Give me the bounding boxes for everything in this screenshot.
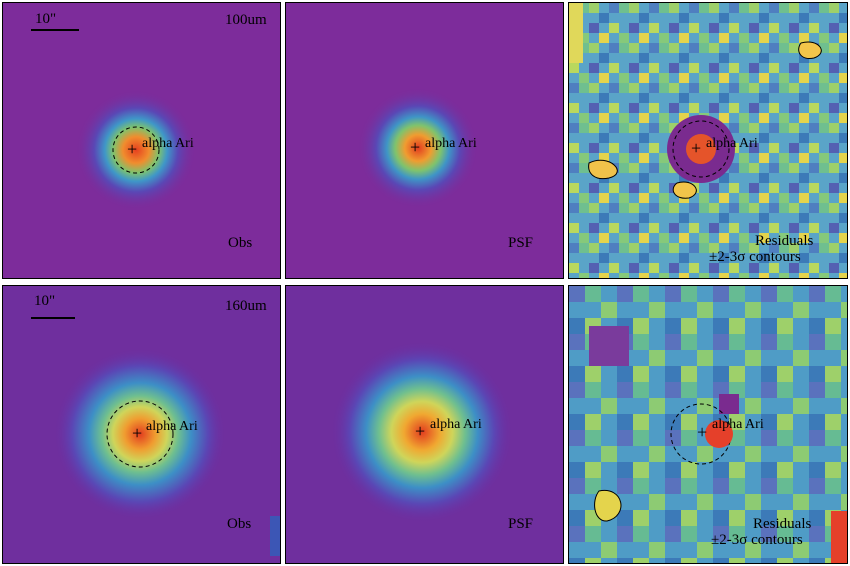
panel-100um-residuals: + alpha Ari Residuals ±2-3σ contours [568,2,848,279]
star-marker: + [697,422,708,442]
image-160um-observed [3,286,280,563]
star-label: alpha Ari [712,417,764,432]
band-label: 100um [225,12,267,28]
scale-bar [31,317,75,319]
image-100um-residuals [569,3,847,278]
star-label: alpha Ari [425,136,477,151]
star-marker: + [691,138,702,158]
star-marker: + [127,139,138,159]
panel-160um-residuals: + alpha Ari Residuals ±2-3σ contours [568,285,848,564]
panel-100um-psf: + alpha Ari PSF [285,2,564,279]
panel-100um-observed: 10" 100um + alpha Ari Obs [2,2,281,279]
image-160um-residuals [569,286,847,563]
panel-caption: Obs [228,235,253,251]
panel-caption: PSF [508,516,534,532]
image-160um-psf [286,286,563,563]
image-100um-observed [3,3,280,278]
star-label: alpha Ari [430,417,482,432]
star-marker: + [415,421,426,441]
caption-line-2: ±2-3σ contours [709,249,801,265]
star-label: alpha Ari [706,136,758,151]
panel-caption: Obs [227,516,252,532]
star-marker: + [132,423,143,443]
star-label: alpha Ari [142,136,194,151]
panel-caption: PSF [508,235,534,251]
star-marker: + [410,137,421,157]
scale-bar [31,29,79,31]
panel-160um-observed: 10" 160um + alpha Ari Obs [2,285,281,564]
caption-line-1: Residuals [753,516,812,532]
caption-line-2: ±2-3σ contours [711,532,803,548]
panel-160um-psf: + alpha Ari PSF [285,285,564,564]
caption-line-1: Residuals [755,233,814,249]
scale-label: 10" [34,293,56,309]
image-100um-psf [286,3,563,278]
band-label: 160um [225,298,267,314]
star-label: alpha Ari [146,419,198,434]
scale-label: 10" [35,11,57,27]
